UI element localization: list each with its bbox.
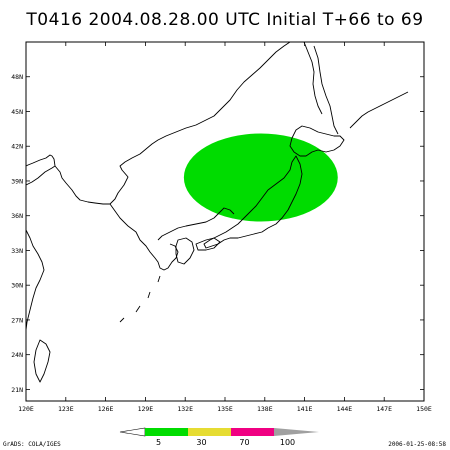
ryukyu-islands — [119, 275, 161, 323]
colorbar-label: 100 — [280, 438, 295, 447]
taiwan-coast — [33, 339, 51, 383]
lat-tick-label: 36N — [11, 212, 23, 220]
lat-tick-label: 33N — [11, 247, 23, 255]
lon-tick-label: 150E — [416, 405, 432, 413]
lat-tick-label: 48N — [11, 73, 23, 81]
lat-tick-label: 39N — [11, 177, 23, 185]
map-frame — [25, 41, 425, 402]
colorbar-label: 5 — [156, 438, 161, 447]
timestamp: 2006-01-25-08:58 — [388, 441, 446, 448]
lat-tick-label: 45N — [11, 108, 23, 116]
honshu-coast — [203, 155, 303, 249]
lon-tick-label: 120E — [18, 405, 34, 413]
colorbar-segment — [188, 428, 231, 436]
lon-tick-label: 147E — [376, 405, 392, 413]
shikoku-coast — [195, 237, 221, 251]
axis-ticks — [25, 42, 425, 401]
colorbar-high-arrow — [274, 428, 319, 436]
lon-tick-label: 129E — [138, 405, 154, 413]
sakhalin-coast — [313, 45, 339, 135]
axis-tick-labels: 120E 123E 126E 129E 132E 135E 138E 141E 144E 147E… — [11, 73, 432, 413]
kuril-islands — [349, 91, 409, 129]
lon-tick-label: 123E — [58, 405, 74, 413]
lat-tick-label: 42N — [11, 143, 23, 151]
grads-credit: GrADS: COLA/IGES — [3, 441, 61, 448]
colorbar: 5 30 70 100 — [119, 427, 319, 447]
lat-tick-label: 27N — [11, 316, 23, 324]
colorbar-low-arrow — [119, 427, 146, 437]
lon-tick-label: 144E — [337, 405, 353, 413]
hokkaido-coast — [289, 125, 345, 157]
probability-area — [183, 133, 338, 222]
lon-tick-label: 126E — [98, 405, 114, 413]
lon-tick-label: 135E — [217, 405, 233, 413]
colorbar-segment — [145, 428, 188, 436]
lon-tick-label: 141E — [297, 405, 313, 413]
korea-coast — [157, 207, 235, 241]
lat-tick-label: 24N — [11, 351, 23, 359]
colorbar-label: 70 — [239, 438, 249, 447]
map-title: T0416 2004.08.28.00 UTC Initial T+66 to … — [26, 10, 424, 30]
colorbar-label: 30 — [196, 438, 206, 447]
lon-tick-label: 132E — [177, 405, 193, 413]
coastlines — [26, 42, 409, 383]
lat-tick-label: 21N — [11, 386, 23, 394]
kyushu-coast — [175, 237, 195, 265]
mainland-coast — [26, 42, 291, 331]
colorbar-segment — [231, 428, 274, 436]
lon-tick-label: 138E — [257, 405, 273, 413]
lat-tick-label: 30N — [11, 282, 23, 290]
